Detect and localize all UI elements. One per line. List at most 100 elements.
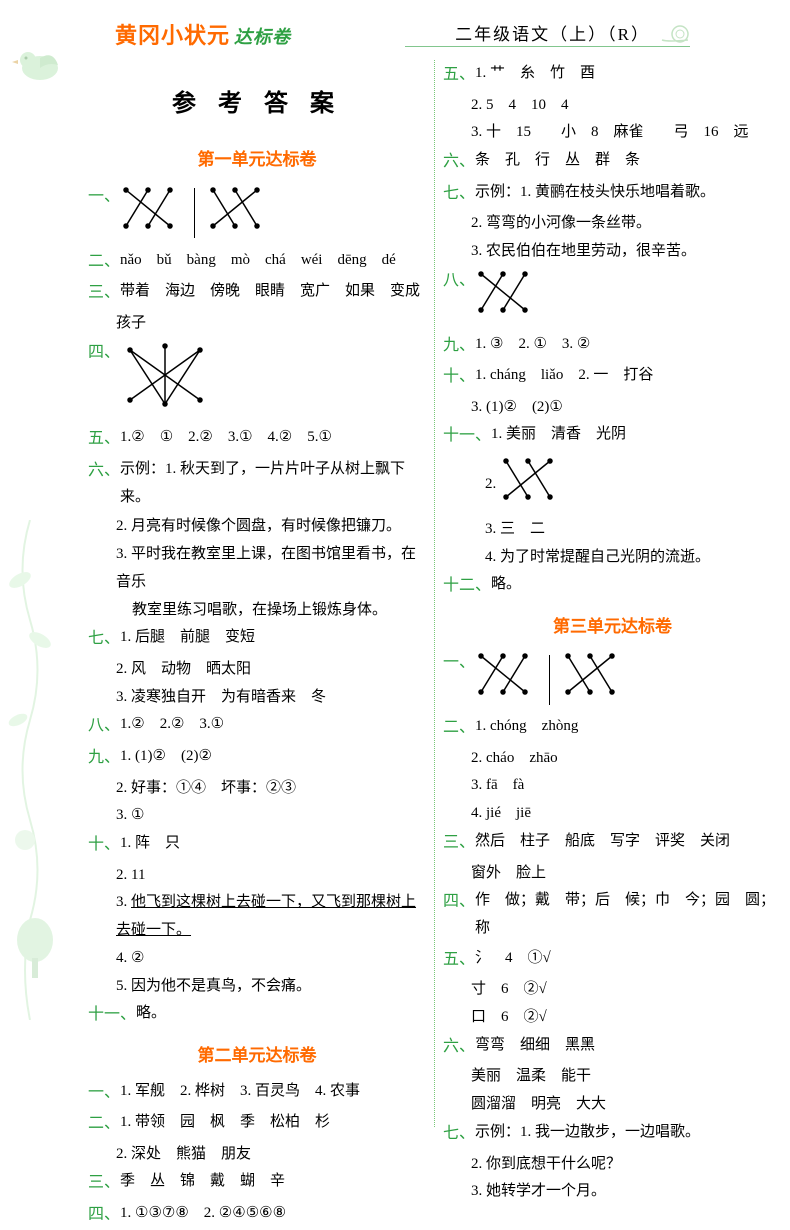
qnum: 一、 bbox=[88, 1078, 120, 1108]
u1-q3b: 孩子 bbox=[88, 310, 426, 338]
r-q9: 1. ③ 2. ① 3. ② bbox=[475, 331, 782, 359]
qnum: 八、 bbox=[443, 266, 475, 296]
u1-q6-2: 2. 月亮有时候像个圆盘，有时候像把镰刀。 bbox=[88, 513, 426, 541]
qnum: 十一、 bbox=[88, 1000, 136, 1030]
u3-q3b: 窗外 脸上 bbox=[443, 860, 782, 888]
qnum: 四、 bbox=[443, 887, 475, 917]
u1-q9-1: 1. (1)② (2)② bbox=[120, 743, 426, 771]
r-q12: 略。 bbox=[491, 571, 782, 599]
u1-q11: 略。 bbox=[136, 1000, 426, 1028]
u3-q6-1: 弯弯 细细 黑黑 bbox=[475, 1032, 782, 1060]
u1-q2-text: nǎo bǔ bàng mò chá wéi dēng dé bbox=[120, 247, 426, 275]
u1-q10-3: 3. 他飞到这棵树上去碰一下，又飞到那棵树上去碰一下。 bbox=[88, 889, 426, 945]
qnum: 四、 bbox=[88, 1200, 120, 1230]
u2-q3: 季 丛 锦 戴 蝴 辛 bbox=[120, 1168, 426, 1196]
deco-leaves bbox=[0, 520, 60, 1020]
u2-q4: 1. ①③⑦⑧ 2. ②④⑤⑥⑧ bbox=[120, 1200, 426, 1228]
qnum: 七、 bbox=[88, 624, 120, 654]
qnum: 四、 bbox=[88, 338, 120, 368]
qnum: 一、 bbox=[443, 648, 475, 678]
qnum: 一、 bbox=[88, 182, 120, 212]
u3-q6-2: 美丽 温柔 能干 bbox=[443, 1063, 782, 1091]
star-diagram bbox=[120, 340, 210, 421]
u1-q6-3b: 教室里练习唱歌，在操场上锻炼身体。 bbox=[88, 597, 426, 625]
unit2-title: 第二单元达标卷 bbox=[88, 1040, 426, 1071]
column-right: 五、1. 艹 糸 竹 酉 2. 5 4 10 4 3. 十 15 小 8 麻雀 … bbox=[435, 60, 790, 1127]
r-q11-3: 3. 三 二 bbox=[443, 516, 782, 544]
u1-q10-2: 2. 11 bbox=[88, 862, 426, 890]
qnum: 七、 bbox=[443, 179, 475, 209]
qnum: 九、 bbox=[443, 331, 475, 361]
u3-q2-2: 2. cháo zhāo bbox=[443, 745, 782, 773]
u3-q2-3: 3. fā fà bbox=[443, 772, 782, 800]
u1-q6-3a: 3. 平时我在教室里上课，在图书馆里看书，在音乐 bbox=[88, 541, 426, 597]
qnum: 三、 bbox=[88, 1168, 120, 1198]
u3-q7-2: 2. 你到底想干什么呢？ bbox=[443, 1151, 782, 1179]
u1-q7-1: 1. 后腿 前腿 变短 bbox=[120, 624, 426, 652]
u2-q2-1: 1. 带领 园 枫 季 松柏 杉 bbox=[120, 1109, 426, 1137]
qnum: 六、 bbox=[443, 1032, 475, 1062]
qnum: 十、 bbox=[88, 830, 120, 860]
qnum: 五、 bbox=[443, 60, 475, 90]
u3-q5-1: 氵 4 ①√ bbox=[475, 945, 782, 973]
u3-q3a: 然后 柱子 船底 写字 评奖 关闭 bbox=[475, 828, 782, 856]
u3-q7-3: 3. 她转学才一个月。 bbox=[443, 1178, 782, 1206]
q6-label: 示例： bbox=[120, 461, 165, 477]
u1-q3a: 带着 海边 傍晚 眼睛 宽广 如果 变成 bbox=[120, 278, 426, 306]
page-header: 黄冈小状元达标卷 二年级语文（上）（R） bbox=[0, 0, 790, 55]
u1-q1: 一、 bbox=[88, 182, 426, 245]
qnum: 八、 bbox=[88, 711, 120, 741]
u3-q2-4: 4. jié jiē bbox=[443, 800, 782, 828]
content-area: 参 考 答 案 第一单元达标卷 一、 二、nǎo bǔ bàng mò chá … bbox=[80, 60, 790, 1127]
qnum: 二、 bbox=[88, 1109, 120, 1139]
column-left: 参 考 答 案 第一单元达标卷 一、 二、nǎo bǔ bàng mò chá … bbox=[80, 60, 435, 1127]
r-q10-1: 1. cháng liǎo 2. 一 打谷 bbox=[475, 362, 782, 390]
u3-q5-2: 寸 6 ②√ bbox=[443, 976, 782, 1004]
qnum: 五、 bbox=[443, 945, 475, 975]
brand-sub: 达标卷 bbox=[234, 27, 291, 47]
qnum: 三、 bbox=[443, 828, 475, 858]
u1-q9-2: 2. 好事：①④ 坏事：②③ bbox=[88, 775, 426, 803]
grade-title: 二年级语文（上）（R） bbox=[455, 20, 650, 45]
cross-diagram bbox=[475, 650, 531, 709]
r-q7-2: 2. 弯弯的小河像一条丝带。 bbox=[443, 210, 782, 238]
qnum: 二、 bbox=[443, 713, 475, 743]
r-q5-3: 3. 十 15 小 8 麻雀 弓 16 远 bbox=[443, 119, 782, 147]
diagram-sep bbox=[549, 655, 550, 705]
qnum: 六、 bbox=[88, 456, 120, 486]
qnum: 六、 bbox=[443, 147, 475, 177]
r-q10-2: 3. (1)② (2)① bbox=[443, 394, 782, 422]
cross-diagram bbox=[207, 184, 263, 243]
r-q7-3: 3. 农民伯伯在地里劳动，很辛苦。 bbox=[443, 238, 782, 266]
diagram-sep bbox=[194, 188, 195, 238]
u1-q10-5: 5. 因为他不是真鸟，不会痛。 bbox=[88, 973, 426, 1001]
cross-diagram bbox=[562, 650, 618, 709]
r-q5-1: 1. 艹 糸 竹 酉 bbox=[475, 60, 782, 88]
u2-q2-2: 2. 深处 熊猫 朋友 bbox=[88, 1141, 426, 1169]
unit3-title: 第三单元达标卷 bbox=[443, 611, 782, 642]
qnum: 二、 bbox=[88, 247, 120, 277]
u1-q10-1: 1. 阵 只 bbox=[120, 830, 426, 858]
r-q11-1: 1. 美丽 清香 光阴 bbox=[491, 421, 782, 449]
u3-q6-3: 圆溜溜 明亮 大大 bbox=[443, 1091, 782, 1119]
u3-q2-1: 1. chóng zhòng bbox=[475, 713, 782, 741]
u3-q5-3: 口 6 ②√ bbox=[443, 1004, 782, 1032]
u1-q8: 1.② 2.② 3.① bbox=[120, 711, 426, 739]
u1-q7-3: 3. 凌寒独自开 为有暗香来 冬 bbox=[88, 684, 426, 712]
r-q11-4: 4. 为了时常提醒自己光阴的流逝。 bbox=[443, 544, 782, 572]
qnum: 十一、 bbox=[443, 421, 491, 451]
r-q6: 条 孔 行 丛 群 条 bbox=[475, 147, 782, 175]
r-q11-2: 2. bbox=[443, 453, 782, 516]
answers-title: 参 考 答 案 bbox=[88, 82, 426, 126]
brand-fancy: 黄冈小状元 bbox=[115, 23, 230, 48]
brand-title: 黄冈小状元达标卷 bbox=[115, 18, 291, 50]
r-q7-1: 1. 黄鹂在枝头快乐地唱着歌。 bbox=[520, 184, 715, 200]
u1-q9-3: 3. ① bbox=[88, 802, 426, 830]
r-q5-2: 2. 5 4 10 4 bbox=[443, 92, 782, 120]
cross-diagram bbox=[120, 184, 176, 243]
qnum: 十、 bbox=[443, 362, 475, 392]
qnum: 七、 bbox=[443, 1119, 475, 1149]
u3-q7-1: 1. 我一边散步，一边唱歌。 bbox=[520, 1124, 700, 1140]
u2-q1: 1. 军舰 2. 桦树 3. 百灵鸟 4. 农事 bbox=[120, 1078, 426, 1106]
qnum: 五、 bbox=[88, 424, 120, 454]
